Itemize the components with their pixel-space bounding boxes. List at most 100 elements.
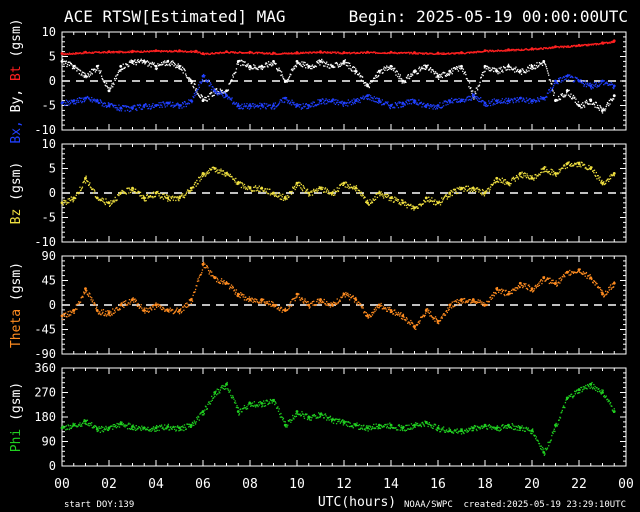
series-trace-dot [433,317,435,320]
series-trace-dot [491,50,493,53]
series-trace-dot [588,83,591,85]
series-trace-dot [454,189,456,191]
series-trace-dot [136,305,139,307]
series-trace-dot [329,52,331,54]
series-trace-dot [165,61,167,64]
series-trace-dot [126,51,129,53]
series-trace-dot [471,300,473,302]
series-trace-dot [180,195,182,198]
y-tick-label: -45 [34,323,56,337]
series-trace-dot [295,297,297,299]
series-trace-dot [269,64,272,66]
series-trace-dot [93,301,95,304]
series-trace-dot [317,298,319,300]
series-trace-dot [440,75,442,78]
series-trace-dot [195,88,197,90]
series-trace-dot [450,101,452,104]
series-trace-dot [256,301,259,303]
series-trace-dot [512,102,515,104]
series-trace-dot [399,76,401,78]
series-trace-dot [173,312,175,314]
series-trace-dot [582,82,585,85]
series-trace-dot [442,52,444,54]
series-trace-dot [92,192,95,194]
series-trace-dot [467,189,469,191]
series-trace-dot [489,296,492,298]
series-trace-dot [70,102,72,104]
data-point [225,94,228,98]
series-trace-dot [477,299,479,301]
series-trace-dot [97,64,100,67]
series-trace-dot [512,100,514,102]
series-trace-dot [309,67,312,70]
series-trace-dot [449,194,452,196]
series-trace-dot [447,196,449,198]
series-trace-dot [523,282,525,285]
series-trace-dot [459,100,461,102]
series-trace-dot [579,161,581,163]
series-trace-dot [89,182,91,184]
series-trace-dot [546,171,549,173]
data-point [107,89,111,93]
series-trace-dot [410,99,412,101]
series-trace-dot [569,163,572,166]
series-trace-dot [388,308,390,310]
series-trace-dot [134,105,136,107]
series-trace-dot [419,102,421,104]
series-trace-dot [321,300,324,302]
series-trace-dot [491,297,494,299]
series-trace-dot [573,164,575,166]
series-trace-dot [433,200,435,203]
series-trace-dot [160,64,162,66]
series-trace-dot [114,107,116,109]
series-trace-dot [183,304,186,307]
series-trace-dot [238,106,241,108]
series-trace-dot [223,279,225,282]
series-trace-dot [570,45,572,48]
data-point [142,196,146,200]
series-trace-dot [473,301,475,303]
series-trace-dot [349,183,351,186]
series-trace-dot [408,102,411,105]
series-trace-dot [355,68,357,70]
series-trace-dot [344,59,346,61]
series-trace-dot [406,99,408,101]
series-trace-dot [224,92,226,94]
series-trace-dot [396,70,398,73]
series-trace-dot [465,73,467,76]
series-trace-dot [270,305,272,307]
data-point [577,104,581,107]
series-trace-dot [219,93,221,95]
series-trace-dot [442,102,444,104]
series-trace-dot [256,299,258,301]
series-trace-dot [151,61,153,64]
series-trace-dot [539,174,541,176]
series-trace-dot [153,50,155,52]
series-trace-dot [235,102,238,104]
series-trace-dot [249,68,251,71]
series-trace-dot [236,181,238,184]
series-trace-dot [352,66,354,68]
series-trace-dot [80,189,82,191]
series-trace-dot [427,103,429,105]
series-trace-dot [387,195,389,198]
series-trace-dot [65,312,67,314]
series-trace-dot [609,103,611,105]
series-trace-dot [87,294,89,296]
series-trace-dot [162,61,165,63]
series-trace-dot [562,46,565,49]
series-trace-dot [348,51,351,54]
series-trace-dot [405,52,407,54]
series-trace-dot [355,52,357,55]
series-trace-dot [160,104,163,106]
series-trace-dot [370,202,372,204]
series-trace-dot [76,70,78,72]
series-trace-dot [564,167,567,170]
series-trace-dot [501,70,503,73]
series-trace-dot [341,182,343,184]
series-trace-dot [209,168,211,170]
series-trace-dot [559,171,561,173]
series-trace-dot [100,314,102,316]
series-trace-dot [259,66,261,68]
series-trace-dot [116,199,118,201]
